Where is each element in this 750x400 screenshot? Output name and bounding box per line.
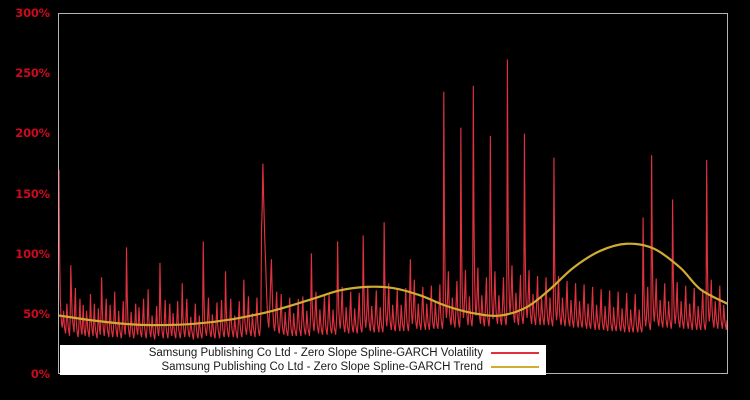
legend-swatch-volatility — [491, 352, 539, 354]
legend: Samsung Publishing Co Ltd - Zero Slope S… — [60, 345, 546, 375]
volatility-line — [59, 59, 727, 340]
series-canvas — [59, 59, 727, 340]
plot-area — [58, 13, 728, 374]
legend-label-volatility: Samsung Publishing Co Ltd - Zero Slope S… — [148, 347, 483, 359]
y-tick-label: 250% — [15, 66, 50, 81]
volatility-series — [59, 59, 727, 340]
y-tick-label: 100% — [15, 246, 50, 261]
y-tick-label: 300% — [15, 6, 50, 20]
y-tick-label: 50% — [23, 306, 50, 321]
legend-label-trend: Samsung Publishing Co Ltd - Zero Slope S… — [161, 361, 483, 373]
y-axis: 0% 50% 100% 150% 200% 250% 300% — [0, 0, 58, 400]
legend-item-trend: Samsung Publishing Co Ltd - Zero Slope S… — [61, 360, 539, 374]
trend-series — [59, 242, 727, 327]
y-tick-label: 150% — [15, 186, 50, 201]
legend-swatch-trend — [491, 366, 539, 368]
legend-item-volatility: Samsung Publishing Co Ltd - Zero Slope S… — [61, 346, 539, 360]
y-tick-label: 200% — [15, 126, 50, 141]
trend-line — [59, 242, 727, 327]
y-tick-label: 0% — [30, 367, 50, 381]
